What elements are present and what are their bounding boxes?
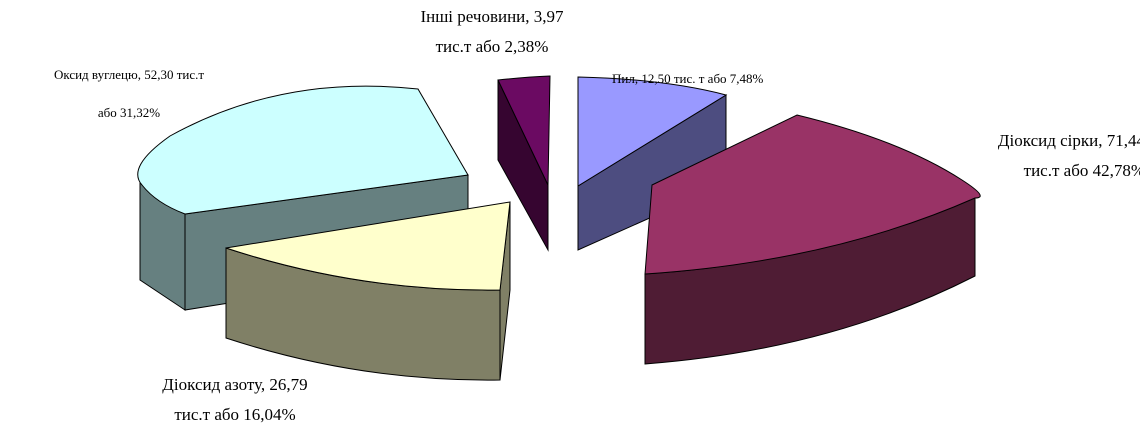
label-no2: Діоксид азоту, 26,79 тис.т або 16,04% xyxy=(110,370,360,427)
label-dust: Пил, 12,50 тис. т або 7,48% xyxy=(612,66,763,92)
label-so2-line2: тис.т або 42,78% xyxy=(1023,161,1140,180)
slice-so2-top xyxy=(644,114,981,275)
slice-no2-top xyxy=(225,201,511,291)
label-no2-line2: тис.т або 16,04% xyxy=(174,405,296,424)
label-other-line2: тис.т або 2,38% xyxy=(435,37,549,56)
slice-other-top xyxy=(497,75,551,186)
label-other: Інші речовини, 3,97 тис.т або 2,38% xyxy=(382,2,602,62)
label-co-line2: або 31,32% xyxy=(97,105,161,120)
label-dust-line1: Пил, 12,50 тис. т або 7,48% xyxy=(612,71,764,86)
slice-no2 xyxy=(225,201,511,381)
label-co: Оксид вуглецю, 52,30 тис.т або 31,32% xyxy=(4,56,254,132)
slice-other xyxy=(497,75,551,252)
label-so2: Діоксид сірки, 71,44 тис.т або 42,78% xyxy=(935,126,1140,186)
slice-so2 xyxy=(644,114,981,365)
label-so2-line1: Діоксид сірки, 71,44 xyxy=(997,131,1140,150)
slice-dust-top xyxy=(577,76,728,187)
label-no2-line1: Діоксид азоту, 26,79 xyxy=(162,375,308,394)
label-co-line1: Оксид вуглецю, 52,30 тис.т xyxy=(53,67,205,82)
label-other-line1: Інші речовини, 3,97 xyxy=(420,7,564,26)
slice-co-top xyxy=(137,85,469,215)
